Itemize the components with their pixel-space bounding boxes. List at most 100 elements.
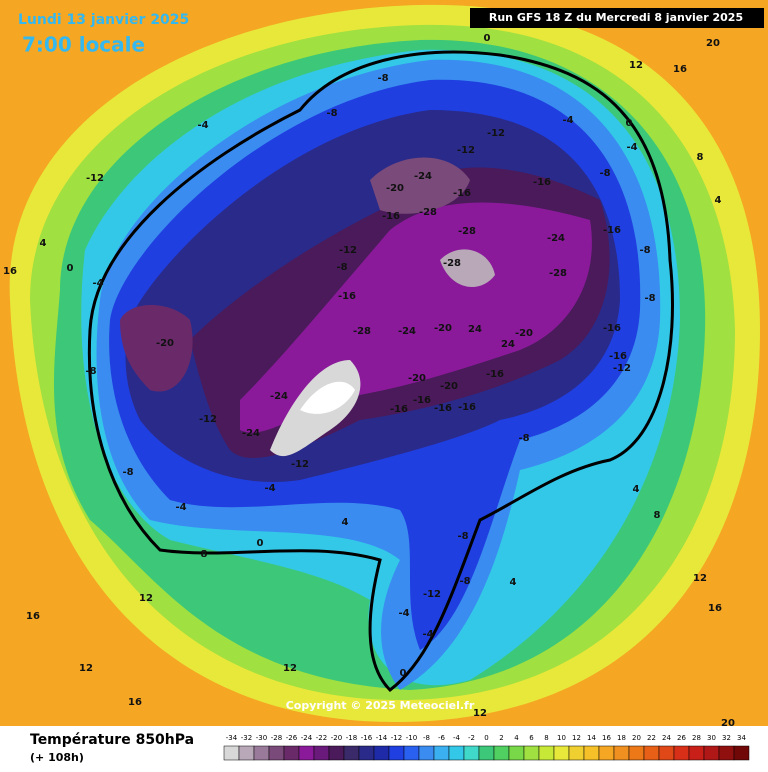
scale-label: 14 xyxy=(587,734,596,742)
contour-label: -28 xyxy=(419,207,437,218)
scale-label: 0 xyxy=(484,734,488,742)
contour-label: 0 xyxy=(257,538,264,549)
scale-label: -8 xyxy=(423,734,430,742)
contour-label: 8 xyxy=(697,152,704,163)
contour-label: 12 xyxy=(693,573,707,584)
contour-label: -8 xyxy=(457,531,468,542)
contour-label: -4 xyxy=(264,483,275,494)
contour-label: 0 xyxy=(400,668,407,679)
run-info: Run GFS 18 Z du Mercredi 8 janvier 2025 xyxy=(489,11,743,24)
contour-label: -12 xyxy=(457,145,475,156)
contour-label: -8 xyxy=(639,245,650,256)
scale-label: 18 xyxy=(617,734,626,742)
contour-label: 12 xyxy=(629,60,643,71)
contour-label: -4 xyxy=(422,629,433,640)
scale-label: -4 xyxy=(453,734,461,742)
color-swatch xyxy=(508,745,525,761)
color-swatch xyxy=(373,745,390,761)
color-swatch xyxy=(613,745,630,761)
contour-label: -28 xyxy=(353,326,371,337)
contour-label: -16 xyxy=(382,211,400,222)
scale-label: -18 xyxy=(346,734,357,742)
contour-label: 12 xyxy=(79,663,93,674)
contour-label: 16 xyxy=(128,697,142,708)
contour-label: 12 xyxy=(473,708,487,719)
contour-label: -16 xyxy=(609,351,627,362)
contour-label: -8 xyxy=(85,366,96,377)
contour-label: 0 xyxy=(67,263,74,274)
contour-label: -4 xyxy=(197,120,208,131)
scale-label: -10 xyxy=(406,734,417,742)
contour-label: -20 xyxy=(440,381,458,392)
contour-label: 4 xyxy=(510,577,517,588)
color-swatch xyxy=(538,745,555,761)
contour-label: -24 xyxy=(270,391,288,402)
legend-title: Température 850hPa xyxy=(30,732,194,748)
scale-label: -32 xyxy=(241,734,252,742)
contour-label: -8 xyxy=(459,576,470,587)
scale-label: -22 xyxy=(316,734,327,742)
contour-label: -4 xyxy=(92,278,103,289)
color-swatch xyxy=(328,745,345,761)
contour-label: -16 xyxy=(453,188,471,199)
contour-label: 24 xyxy=(501,339,515,350)
contour-label: -8 xyxy=(377,73,388,84)
contour-label: 0 xyxy=(626,118,633,129)
contour-label: 4 xyxy=(633,484,640,495)
scale-label: 2 xyxy=(499,734,503,742)
color-swatch xyxy=(253,745,270,761)
scale-label: -20 xyxy=(331,734,342,742)
color-swatch xyxy=(448,745,465,761)
contour-label: -20 xyxy=(386,183,404,194)
legend-subtitle: (+ 108h) xyxy=(30,751,84,764)
contour-label: -4 xyxy=(175,502,186,513)
color-swatch xyxy=(673,745,690,761)
color-swatch xyxy=(628,745,645,761)
scale-label: -6 xyxy=(438,734,446,742)
contour-label: -8 xyxy=(599,168,610,179)
contour-label: -24 xyxy=(242,428,260,439)
contour-label: 24 xyxy=(468,324,482,335)
color-swatch xyxy=(358,745,375,761)
color-swatch xyxy=(313,745,330,761)
contour-label: 16 xyxy=(3,266,17,277)
color-swatch xyxy=(568,745,585,761)
color-swatch xyxy=(583,745,600,761)
contour-label: -16 xyxy=(603,323,621,334)
copyright: Copyright © 2025 Meteociel.fr xyxy=(286,699,475,712)
color-scale: -34 -32 -30 -28 -26 -24 -22 -20 -18 -16 -14 -12 -10-… xyxy=(223,734,750,761)
contour-label: 16 xyxy=(26,611,40,622)
contour-label: -4 xyxy=(562,115,573,126)
contour-labels: 0 -8 -8 -12 -12 -4 0 -4 -8 -16 -24 -20 -16 -28 -16 -28 -… xyxy=(3,33,735,729)
color-swatch xyxy=(433,745,450,761)
contour-label: 16 xyxy=(673,64,687,75)
scale-label: 12 xyxy=(572,734,581,742)
scale-label: 26 xyxy=(677,734,686,742)
contour-label: -8 xyxy=(326,108,337,119)
contour-label: -24 xyxy=(414,171,432,182)
contour-label: -16 xyxy=(434,403,452,414)
contour-label: -16 xyxy=(603,225,621,236)
contour-label: -20 xyxy=(156,338,174,349)
contour-label: -12 xyxy=(613,363,631,374)
contour-label: -12 xyxy=(487,128,505,139)
color-swatch xyxy=(643,745,660,761)
scale-label: -12 xyxy=(391,734,402,742)
contour-label: -12 xyxy=(423,589,441,600)
scale-label: 22 xyxy=(647,734,656,742)
contour-label: 8 xyxy=(654,510,661,521)
color-swatch xyxy=(388,745,405,761)
contour-label: -12 xyxy=(291,459,309,470)
color-swatch xyxy=(418,745,435,761)
contour-label: 0 xyxy=(484,33,491,44)
scale-label: 32 xyxy=(722,734,731,742)
contour-label: -28 xyxy=(549,268,567,279)
forecast-time: 7:00 locale xyxy=(22,33,145,57)
color-swatch xyxy=(733,745,750,761)
contour-label: -20 xyxy=(434,323,452,334)
scale-label: -24 xyxy=(301,734,313,742)
scale-label: -14 xyxy=(376,734,388,742)
contour-label: -12 xyxy=(339,245,357,256)
color-swatch xyxy=(343,745,360,761)
contour-label: -24 xyxy=(398,326,416,337)
